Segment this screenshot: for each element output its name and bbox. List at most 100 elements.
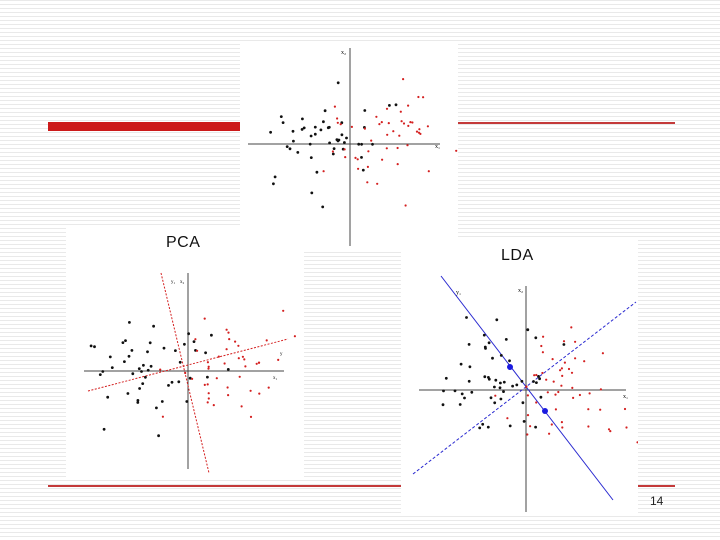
black-class-point (127, 354, 131, 358)
red-class-point (636, 441, 638, 444)
red-class-point (407, 124, 410, 127)
red-class-point (381, 158, 384, 161)
black-class-point (463, 396, 466, 400)
black-class-point (144, 375, 147, 379)
black-class-point (288, 147, 292, 151)
red-class-point (455, 149, 458, 152)
lda-panel: LDA y₁ x₂ x₁ (401, 240, 638, 515)
black-class-point (152, 324, 155, 328)
black-class-point (442, 389, 445, 393)
black-class-point (128, 321, 131, 324)
red-class-point (563, 361, 566, 364)
axis-label-x2: x₂ (518, 288, 523, 294)
red-class-point (161, 415, 164, 418)
red-class-point (541, 351, 544, 354)
red-class-point (215, 377, 218, 380)
red-class-point (237, 344, 240, 347)
black-class-point (483, 375, 487, 379)
black-class-point (478, 426, 482, 430)
red-class-point (402, 78, 405, 81)
black-class-point (192, 340, 196, 343)
red-class-point (559, 369, 562, 372)
red-class-point (406, 144, 409, 147)
red-class-point (392, 130, 395, 133)
red-class-point (415, 130, 419, 133)
black-class-point (361, 168, 365, 172)
black-class-point (534, 336, 538, 340)
red-class-point (277, 358, 280, 361)
black-class-point (499, 381, 502, 385)
black-class-point (131, 372, 135, 376)
red-class-point (525, 385, 528, 388)
red-class-point (234, 340, 237, 343)
black-class-point (319, 128, 323, 132)
scatter-points (89, 309, 296, 438)
red-class-point (240, 405, 243, 408)
red-class-point (207, 397, 210, 400)
red-class-point (426, 125, 429, 128)
red-class-point (258, 392, 261, 395)
black-class-point (137, 367, 141, 370)
black-class-point (285, 145, 289, 148)
red-class-point (376, 182, 379, 185)
red-class-point (191, 377, 194, 380)
pca-plot: y₁ x₂ x₁ y (84, 272, 296, 474)
black-class-point (206, 375, 209, 379)
black-class-point (322, 120, 325, 124)
red-class-point (587, 425, 590, 428)
black-class-point (502, 390, 505, 393)
red-class-point (282, 309, 285, 312)
black-class-point (183, 342, 186, 346)
black-class-point (470, 390, 474, 394)
black-class-point (138, 387, 141, 390)
red-class-point (375, 115, 378, 118)
red-class-point (540, 344, 543, 348)
black-class-point (498, 386, 502, 390)
black-class-point (491, 356, 494, 360)
black-class-point (110, 366, 114, 369)
lda-class-mean-red (542, 408, 548, 414)
black-class-point (170, 380, 174, 384)
red-class-point (293, 335, 296, 338)
red-class-point (599, 388, 602, 391)
black-class-point (291, 129, 295, 133)
black-class-point (300, 128, 304, 131)
red-class-point (409, 121, 412, 124)
black-class-point (160, 400, 164, 403)
red-class-point (207, 365, 210, 368)
red-class-point (385, 147, 388, 150)
black-class-point (453, 389, 457, 393)
black-class-point (336, 81, 340, 85)
black-class-point (123, 360, 126, 363)
black-class-point (504, 338, 508, 341)
black-class-point (121, 341, 125, 344)
lda-plot: y₁ x₂ x₁ (412, 275, 638, 512)
black-class-point (309, 134, 313, 138)
red-class-point (225, 348, 228, 351)
pca-secondary-axis (87, 338, 289, 392)
title-accent-bar (48, 122, 258, 131)
red-class-point (526, 394, 529, 397)
red-class-point (560, 384, 563, 387)
scatter-points (441, 316, 638, 444)
black-class-point (468, 365, 472, 369)
red-class-point (244, 365, 247, 368)
red-class-point (542, 335, 545, 338)
black-class-point (101, 370, 105, 373)
red-class-point (399, 110, 402, 113)
axis-label-y1: y₁ (171, 280, 176, 285)
red-class-point (228, 338, 231, 341)
red-class-point (599, 408, 602, 411)
red-class-point (572, 396, 575, 399)
black-class-point (98, 373, 102, 376)
black-class-point (149, 364, 153, 368)
red-class-point (554, 393, 557, 396)
black-class-point (499, 354, 503, 357)
red-class-point (207, 367, 210, 370)
black-class-point (515, 383, 519, 387)
red-class-point (265, 339, 268, 342)
red-class-point (357, 167, 360, 170)
red-class-point (571, 386, 574, 389)
black-class-point (301, 117, 304, 121)
black-class-point (142, 363, 145, 367)
